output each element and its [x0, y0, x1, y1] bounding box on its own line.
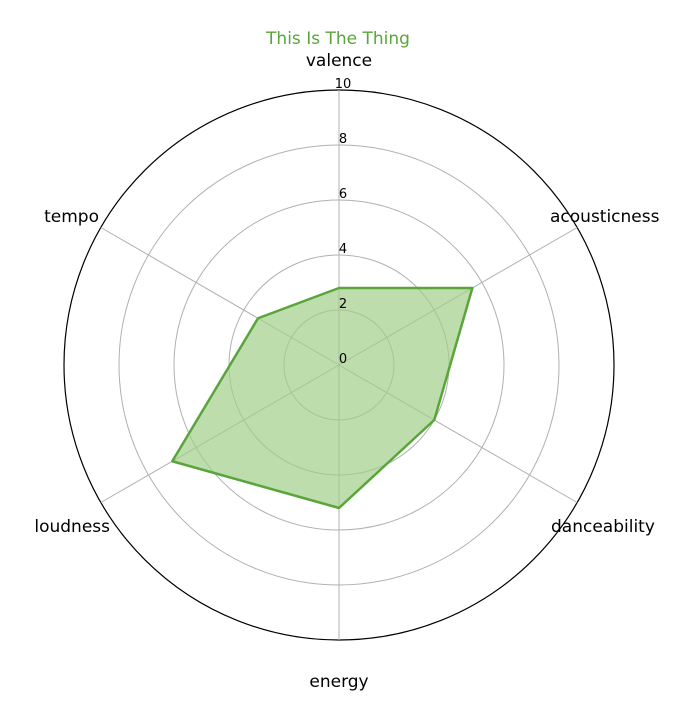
axis-labels: valence acousticness danceability energy lou…: [34, 51, 659, 692]
tick-label-10: 10: [335, 77, 352, 92]
series-layer: [171, 286, 474, 510]
tick-label-0: 0: [339, 352, 347, 367]
axis-label-tempo: tempo: [44, 207, 99, 227]
axis-label-loudness: loudness: [34, 517, 110, 537]
tick-label-8: 8: [339, 132, 347, 147]
axis-label-energy: energy: [309, 672, 368, 692]
radial-tick-labels: 0 2 4 6 8 10: [335, 77, 352, 367]
axis-label-danceability: danceability: [551, 517, 655, 537]
chart-title: This Is The Thing: [265, 29, 410, 49]
axis-label-valence: valence: [306, 51, 372, 71]
axis-label-acousticness: acousticness: [550, 207, 660, 227]
tick-label-4: 4: [339, 242, 347, 257]
tick-label-2: 2: [339, 297, 347, 312]
tick-label-6: 6: [339, 187, 347, 202]
